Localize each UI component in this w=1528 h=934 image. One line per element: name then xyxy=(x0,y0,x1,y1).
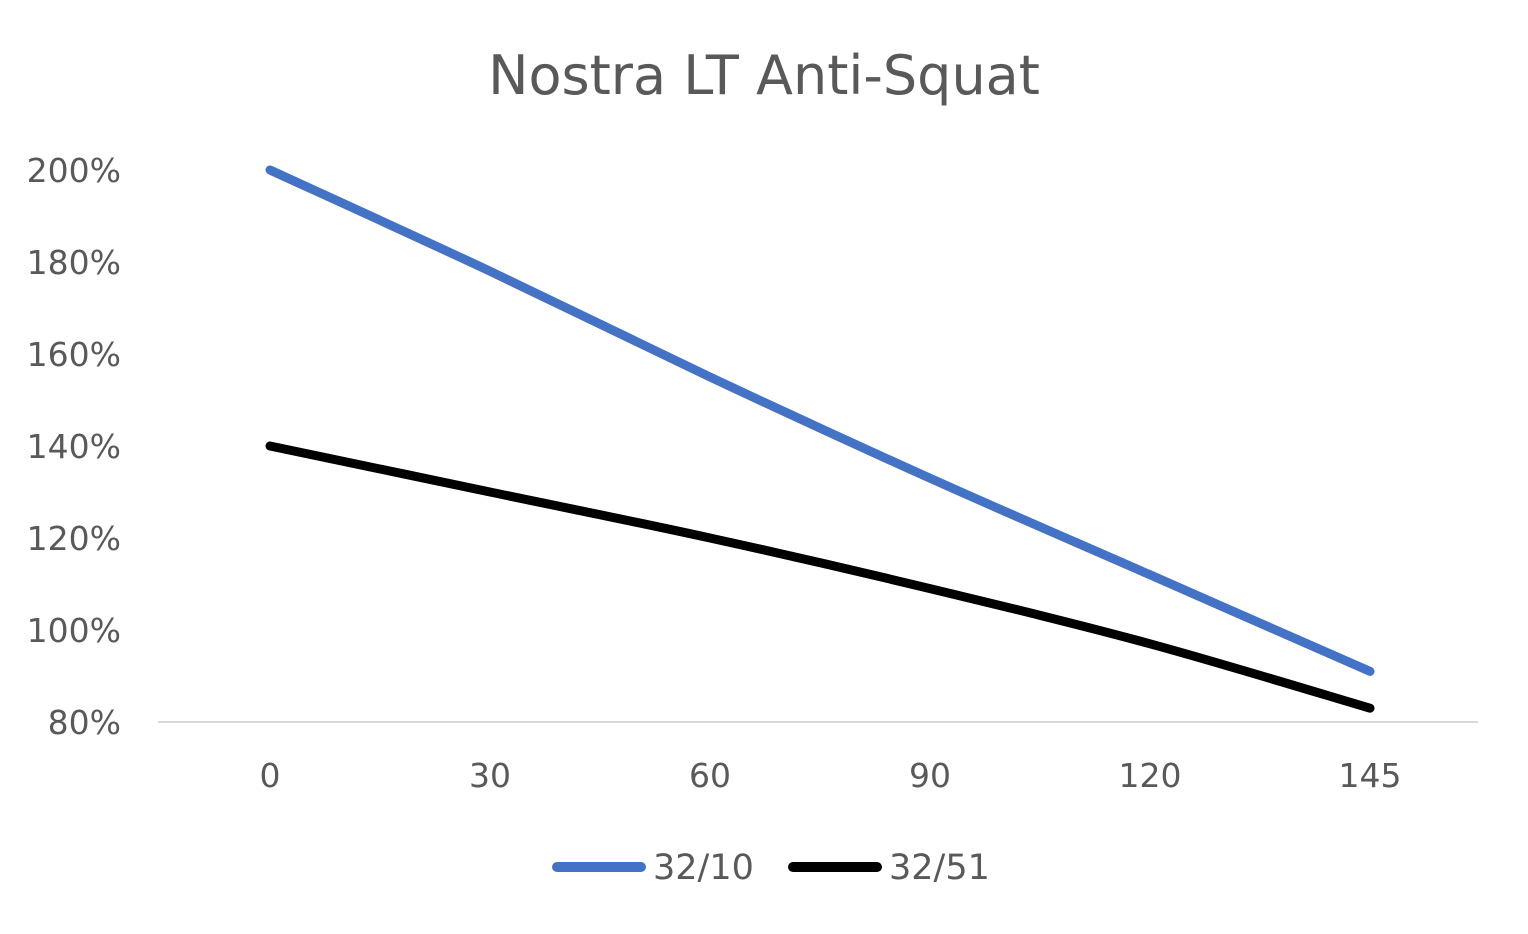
y-tick-label: 200% xyxy=(27,151,121,190)
x-tick-label: 120 xyxy=(1119,756,1182,795)
y-tick-label: 100% xyxy=(27,611,121,650)
x-tick-label: 0 xyxy=(260,756,281,795)
x-tick-label: 90 xyxy=(909,756,951,795)
legend-label: 32/51 xyxy=(889,848,990,888)
y-tick-label: 140% xyxy=(27,427,121,466)
y-tick-label: 180% xyxy=(27,243,121,282)
series-line-32-51 xyxy=(265,441,1375,713)
y-tick-label: 120% xyxy=(27,519,121,558)
y-tick-label: 80% xyxy=(48,703,121,742)
series-lines xyxy=(265,165,1375,713)
legend-label: 32/10 xyxy=(653,848,754,888)
y-axis-tick-labels: 200% 180% 160% 140% 120% 100% 80% xyxy=(27,151,121,742)
legend-item[interactable]: 32/10 xyxy=(552,848,754,888)
legend[interactable]: 32/10 32/51 xyxy=(552,848,990,888)
x-tick-label: 30 xyxy=(469,756,511,795)
legend-item[interactable]: 32/51 xyxy=(788,848,990,888)
x-axis-tick-labels: 0 30 60 90 120 145 xyxy=(260,756,1402,795)
y-tick-label: 160% xyxy=(27,335,121,374)
chart-title: Nostra LT Anti-Squat xyxy=(488,44,1040,107)
x-tick-label: 145 xyxy=(1339,756,1402,795)
series-line-32-10 xyxy=(265,165,1375,676)
x-tick-label: 60 xyxy=(689,756,731,795)
